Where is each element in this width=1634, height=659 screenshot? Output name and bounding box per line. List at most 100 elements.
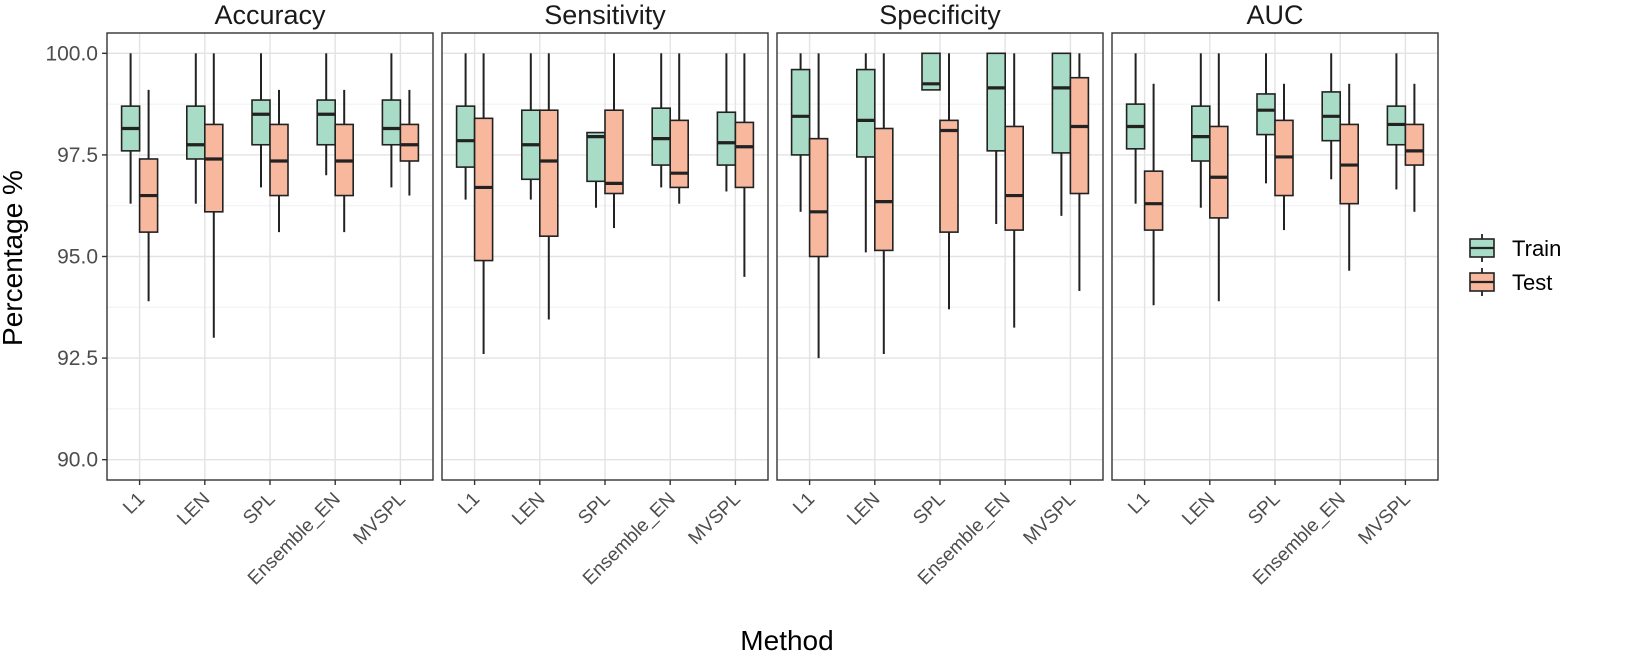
x-tick-label: MVSPL [685,489,745,549]
y-axis: 90.0 92.5 95.0 97.5 100.0 [45,42,107,472]
box-train-l1 [790,53,811,212]
box-train-spl [1256,53,1276,184]
x-tick-label: LEN [508,489,549,530]
box-body [586,131,606,183]
box-body [251,99,271,146]
box-test-mvspl [1069,53,1090,292]
box-body [1191,105,1211,162]
legend: Train Test [1469,234,1561,296]
legend-item-test: Test [1469,268,1552,296]
y-tick-label: 100.0 [45,42,98,65]
box-body [873,127,894,252]
box-test-l1 [1143,83,1164,306]
box-test-l1 [808,53,829,359]
x-tick-label: LEN [1178,489,1219,530]
box-train-mvspl [381,53,402,188]
x-tick-label: MVSPL [1020,489,1080,549]
box-train-ensemble_en [1321,53,1341,180]
box-test-ensemble_en [1004,53,1025,328]
box-body [921,52,941,91]
box-body [1209,125,1229,219]
box-test-mvspl [1404,83,1425,212]
y-tick-label: 90.0 [57,449,98,472]
x-tick-label: SPL [1244,489,1284,529]
x-tick-label: L1 [789,489,819,519]
legend-item-train: Train [1469,234,1561,262]
box-body [1404,123,1425,166]
box-test-spl [604,53,624,229]
x-tick-label: LEN [173,489,214,530]
box-test-spl [939,53,959,310]
x-tick-label: SPL [909,489,949,529]
box-test-len [204,53,224,338]
panel-title: Sensitivity [544,0,666,30]
box-train-mvspl [1051,52,1072,216]
legend-label: Train [1512,236,1561,261]
box-test-len [873,53,894,355]
panel-title: Specificity [879,0,1001,30]
box-body [716,111,737,166]
box-test-l1 [138,89,159,302]
x-tick-label: L1 [454,489,484,519]
box-body [790,68,811,156]
box-body [473,117,494,262]
box-body [939,119,959,233]
box-body [669,119,690,189]
x-tick-label: SPL [239,489,279,529]
x-axis-title: Method [740,625,833,656]
box-body [1004,125,1025,231]
box-body [455,105,476,168]
y-tick-label: 92.5 [57,347,98,370]
box-test-len [538,53,559,320]
box-test-mvspl [734,53,755,277]
x-tick-label: L1 [1124,489,1154,519]
box-train-len [855,53,876,253]
box-body [604,109,624,195]
box-body [399,123,420,162]
box-train-mvspl [1386,53,1407,190]
box-train-len [1191,53,1211,208]
y-axis-title: Percentage % [0,170,28,346]
box-body [651,107,672,166]
box-body [808,137,829,258]
box-body [986,52,1007,152]
box-train-l1 [120,53,141,204]
x-tick-label: MVSPL [1355,489,1415,549]
legend-label: Test [1512,270,1552,295]
box-body [538,109,559,237]
box-train-len [186,53,206,204]
x-tick-label: L1 [119,489,149,519]
box-body [734,121,755,189]
box-train-l1 [1125,53,1146,204]
box-body [855,68,876,158]
box-test-ensemble_en [334,89,355,233]
box-test-ensemble_en [1339,83,1359,271]
box-train-ensemble_en [316,53,337,176]
x-tick-label: MVSPL [350,489,410,549]
box-train-spl [921,52,941,91]
box-test-spl [269,89,289,233]
box-body [1069,76,1090,195]
y-tick-label: 97.5 [57,144,98,167]
box-train-ensemble_en [986,52,1007,224]
x-tick-label: LEN [843,489,884,530]
box-body [316,99,337,146]
panel-title: AUC [1246,0,1303,30]
box-test-mvspl [399,89,420,196]
box-test-ensemble_en [669,53,690,204]
box-body [204,123,224,213]
box-test-l1 [473,53,494,355]
x-tick-label: SPL [574,489,614,529]
box-train-spl [251,53,271,188]
box-test-spl [1274,83,1294,231]
box-body [1051,52,1072,154]
panel-title: Accuracy [214,0,326,30]
box-train-l1 [455,53,476,200]
box-test-len [1209,53,1229,302]
